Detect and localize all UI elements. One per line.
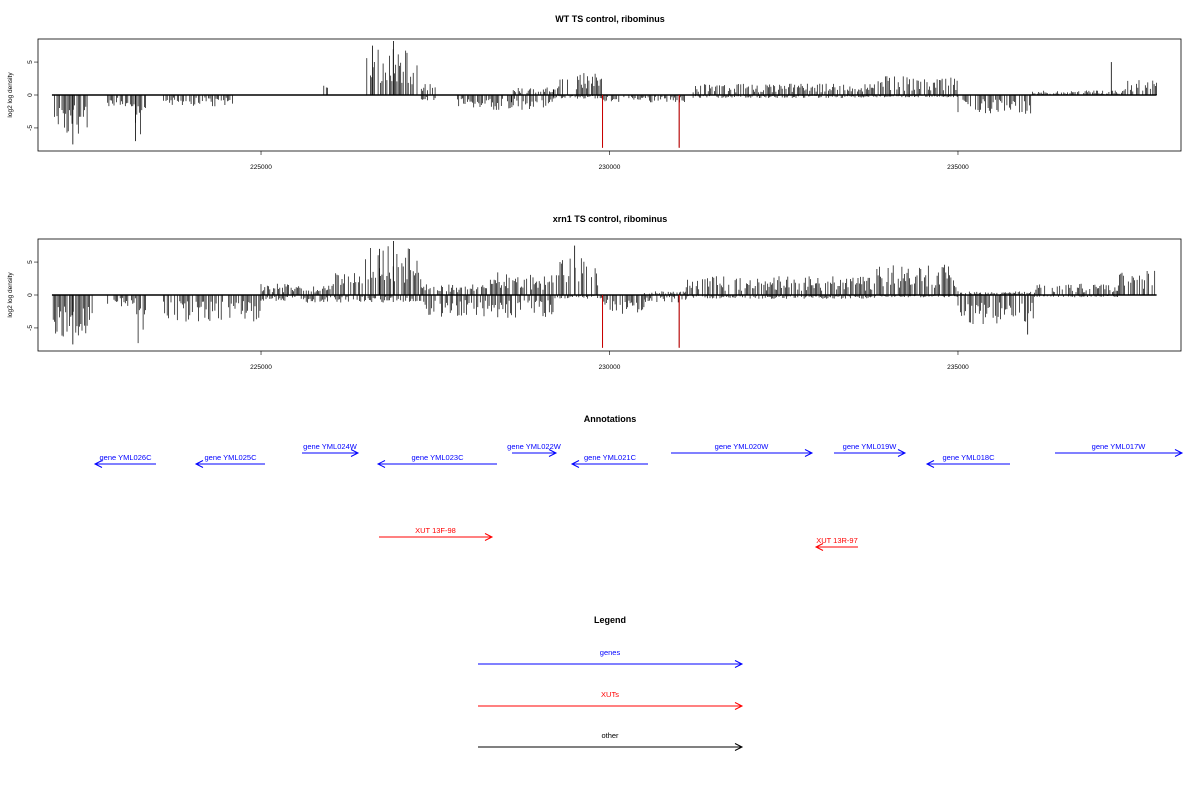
gene-feature: gene YML021C: [570, 453, 648, 468]
y-tick-label: 5: [27, 60, 34, 64]
feature-arrowhead: [1174, 449, 1184, 457]
y-axis: -5 0 5: [27, 60, 38, 131]
gene-label: gene YML022W: [507, 442, 562, 451]
y-axis-label: log2 log density: [7, 272, 14, 318]
gene-annotations: gene YML026C gene YML025C gene YML024W g…: [93, 442, 1184, 468]
y-axis-label: log2 log density: [7, 72, 14, 118]
annotations-title: Annotations: [584, 414, 637, 424]
feature-arrowhead: [548, 449, 558, 457]
feature-arrowhead: [897, 449, 907, 457]
signal-bars: [51, 240, 1157, 348]
signal-bars: [51, 40, 1157, 148]
y-tick-label: 0: [27, 93, 34, 97]
legend-title: Legend: [594, 615, 626, 625]
legend-item-genes: genes: [478, 648, 744, 668]
gene-feature: gene YML026C: [93, 453, 156, 468]
signal-bar: [54, 49, 1157, 135]
gene-feature: gene YML022W: [507, 442, 562, 457]
panel-xrn1: xrn1 TS control, ribominus log2 log dens…: [7, 214, 1182, 371]
legend-label: genes: [600, 648, 621, 657]
gene-feature: gene YML018C: [925, 453, 1010, 468]
feature-arrowhead: [814, 543, 824, 551]
gene-label: gene YML017W: [1092, 442, 1147, 451]
x-axis: 225000 230000 235000: [250, 151, 969, 171]
x-tick-label: 225000: [250, 164, 272, 171]
panel-title: xrn1 TS control, ribominus: [553, 214, 668, 224]
x-axis: 225000 230000 235000: [250, 351, 969, 371]
gene-label: gene YML019W: [843, 442, 898, 451]
xut-feature: XUT 13F-98: [379, 526, 494, 541]
x-tick-label: 230000: [599, 164, 621, 171]
panel-title: WT TS control, ribominus: [555, 14, 665, 24]
gene-feature: gene YML025C: [194, 453, 265, 468]
x-tick-label: 230000: [599, 364, 621, 371]
gene-label: gene YML026C: [100, 453, 153, 462]
annotations-track: Annotations gene YML026C gene YML025C ge…: [93, 414, 1184, 551]
xut-label: XUT 13F-98: [415, 526, 456, 535]
x-tick-label: 235000: [947, 164, 969, 171]
xut-feature: XUT 13R-97: [814, 536, 858, 551]
gene-label: gene YML025C: [205, 453, 258, 462]
feature-arrowhead: [734, 743, 744, 751]
feature-arrowhead: [570, 460, 580, 468]
x-tick-label: 225000: [250, 364, 272, 371]
gene-label: gene YML018C: [943, 453, 996, 462]
x-tick-label: 235000: [947, 364, 969, 371]
gene-label: gene YML023C: [412, 453, 465, 462]
legend-label: other: [601, 731, 619, 740]
xut-label: XUT 13R-97: [816, 536, 858, 545]
feature-arrowhead: [804, 449, 814, 457]
legend-label: XUTs: [601, 690, 619, 699]
gene-feature: gene YML017W: [1055, 442, 1184, 457]
gene-label: gene YML020W: [715, 442, 770, 451]
y-tick-label: 0: [27, 293, 34, 297]
gene-feature: gene YML020W: [671, 442, 814, 457]
gene-feature: gene YML019W: [834, 442, 907, 457]
legend-item-other: other: [478, 731, 744, 751]
feature-arrowhead: [376, 460, 386, 468]
feature-arrowhead: [734, 702, 744, 710]
y-tick-label: -5: [27, 125, 34, 131]
gene-label: gene YML024W: [303, 442, 358, 451]
feature-arrowhead: [194, 460, 204, 468]
feature-arrowhead: [734, 660, 744, 668]
xut-annotations: XUT 13F-98 XUT 13R-97: [379, 526, 858, 551]
feature-arrowhead: [484, 533, 494, 541]
feature-arrowhead: [93, 460, 103, 468]
gene-label: gene YML021C: [584, 453, 637, 462]
gene-feature: gene YML024W: [302, 442, 360, 457]
feature-arrowhead: [925, 460, 935, 468]
feature-arrowhead: [350, 449, 360, 457]
gene-feature: gene YML023C: [376, 453, 497, 468]
legend-item-xuts: XUTs: [478, 690, 744, 710]
y-tick-label: 5: [27, 260, 34, 264]
y-axis: -5 0 5: [27, 260, 38, 331]
panel-wt: WT TS control, ribominus log2 log densit…: [7, 14, 1182, 171]
legend: Legend genes XUTs other: [478, 615, 744, 751]
y-tick-label: -5: [27, 325, 34, 331]
